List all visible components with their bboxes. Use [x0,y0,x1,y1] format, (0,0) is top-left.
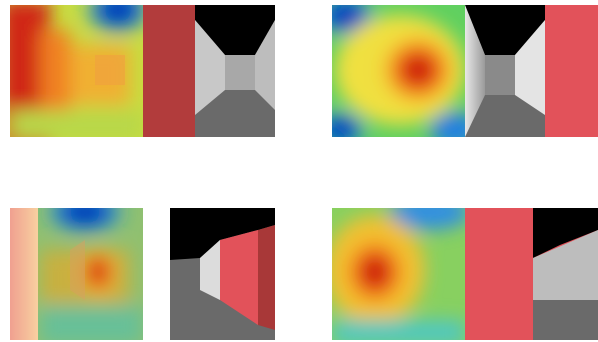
maze-view [465,208,598,340]
figure [0,0,598,342]
heatmap [310,0,480,152]
heatmap [0,0,156,150]
maze-view [143,5,275,137]
page [0,0,598,342]
maze-view [170,208,275,340]
heatmap [325,194,470,342]
heatmap [10,187,143,342]
maze-view [465,5,598,137]
